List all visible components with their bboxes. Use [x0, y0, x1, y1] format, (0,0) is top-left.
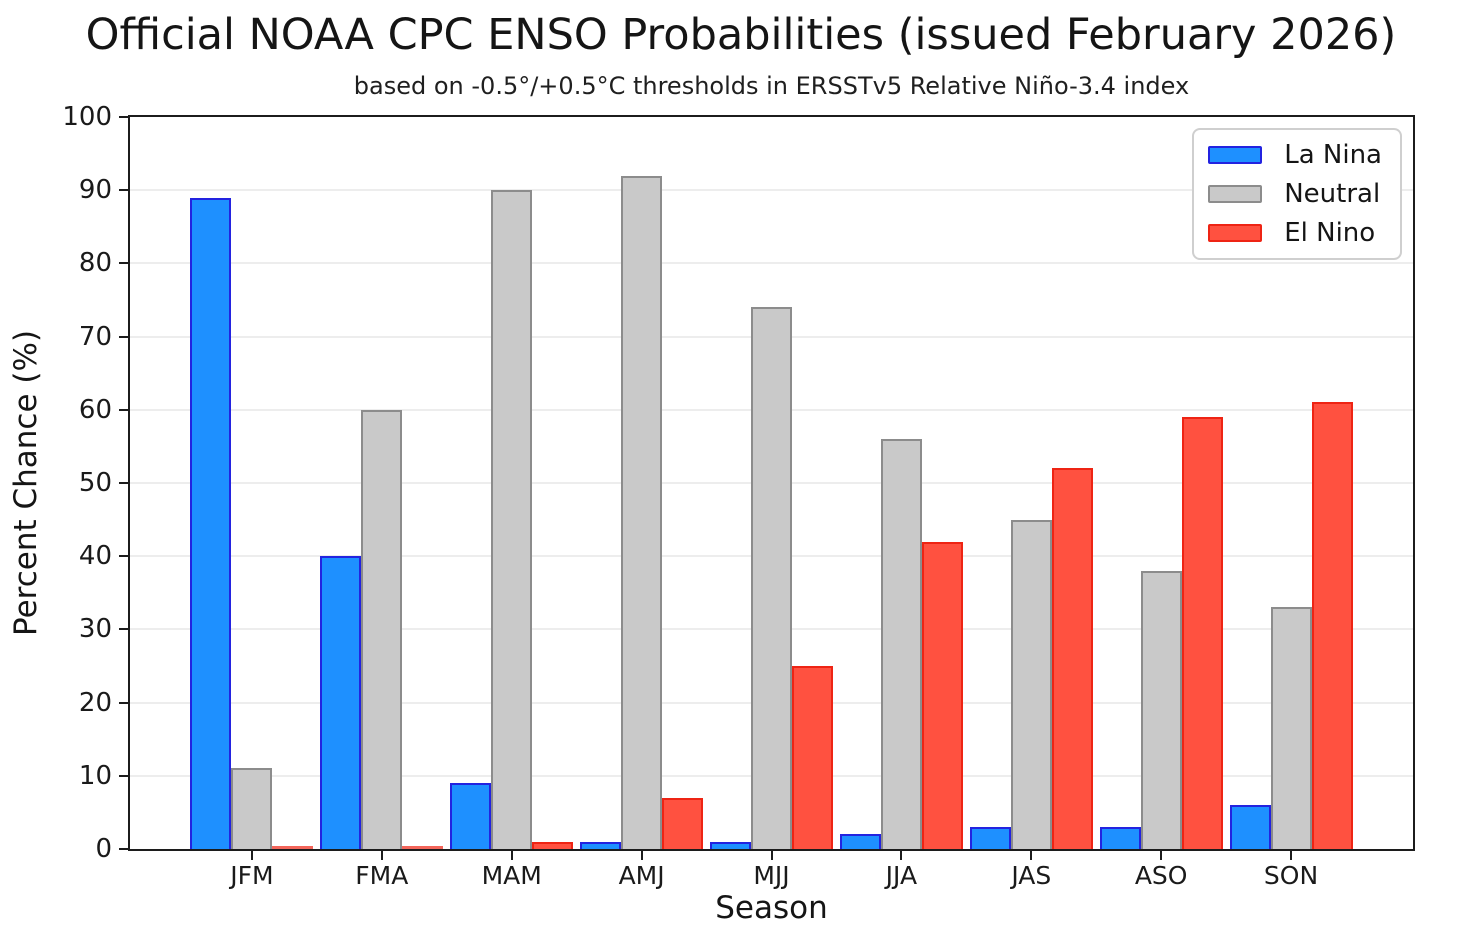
bar-el-nino-SON: [1311, 402, 1353, 849]
legend: La Nina Neutral El Nino: [1192, 128, 1402, 260]
bar-neutral-SON: [1270, 607, 1312, 849]
bar-la-nina-JFM: [190, 197, 232, 849]
y-tick-mark-100: [119, 116, 128, 118]
y-tick-mark-50: [119, 482, 128, 484]
bar-la-nina-MJJ: [710, 841, 751, 849]
bar-neutral-FMA: [361, 409, 403, 849]
bar-el-nino-JJA: [921, 541, 963, 849]
x-tick-mark-MAM: [510, 851, 513, 860]
bar-la-nina-JJA: [839, 834, 881, 849]
legend-item-el-nino: El Nino: [1208, 218, 1382, 248]
y-tick-label-30: 30: [78, 614, 112, 645]
y-tick-label-40: 40: [78, 541, 112, 572]
bar-el-nino-AMJ: [662, 797, 704, 849]
legend-swatch-neutral: [1208, 185, 1263, 203]
bar-el-nino-MAM: [532, 841, 574, 849]
x-tick-mark-JJA: [900, 851, 903, 860]
x-tick-label-AMJ: AMJ: [618, 861, 665, 890]
y-tick-label-0: 0: [95, 834, 112, 864]
x-tick-mark-JFM: [250, 851, 253, 860]
y-tick-label-80: 80: [78, 248, 112, 279]
bar-el-nino-JFM-zero: [272, 846, 314, 849]
x-tick-mark-MJJ: [770, 851, 773, 860]
bar-neutral-MJJ: [751, 307, 792, 849]
y-tick-mark-90: [119, 189, 128, 192]
y-tick-label-100: 100: [62, 102, 112, 132]
bar-neutral-JAS: [1010, 519, 1052, 849]
bar-el-nino-FMA-zero: [402, 846, 444, 849]
bar-el-nino-JAS: [1051, 468, 1093, 849]
y-tick-label-70: 70: [78, 321, 112, 352]
y-tick-label-60: 60: [78, 394, 112, 425]
x-tick-label-SON: SON: [1263, 861, 1319, 890]
x-tick-label-JJA: JJA: [885, 861, 918, 890]
y-tick-mark-40: [119, 555, 128, 558]
y-tick-label-90: 90: [78, 175, 112, 206]
y-tick-label-10: 10: [78, 760, 112, 791]
y-tick-mark-10: [119, 774, 128, 777]
y-tick-label-50: 50: [78, 468, 112, 498]
legend-item-la-nina: La Nina: [1208, 140, 1382, 170]
bar-la-nina-MAM: [450, 783, 492, 849]
bar-neutral-JFM: [231, 768, 273, 849]
bar-neutral-ASO: [1140, 570, 1182, 849]
x-tick-mark-AMJ: [640, 851, 643, 860]
legend-item-neutral: Neutral: [1208, 179, 1382, 209]
x-tick-mark-ASO: [1160, 851, 1163, 860]
y-tick-mark-20: [119, 701, 128, 704]
y-tick-mark-80: [119, 262, 128, 265]
x-tick-label-ASO: ASO: [1134, 861, 1188, 890]
bar-la-nina-SON: [1229, 805, 1271, 849]
x-tick-label-MJJ: MJJ: [753, 861, 790, 890]
bar-neutral-AMJ: [621, 175, 663, 849]
legend-swatch-la-nina: [1208, 146, 1263, 164]
gridline-80: [130, 262, 1413, 265]
y-tick-mark-0: [119, 848, 128, 850]
y-tick-mark-30: [119, 628, 128, 631]
bar-la-nina-JAS: [969, 827, 1011, 849]
legend-label-la-nina: La Nina: [1284, 140, 1382, 170]
x-tick-label-JFM: JFM: [230, 861, 274, 890]
x-tick-mark-JAS: [1030, 851, 1033, 860]
gridline-90: [130, 189, 1413, 192]
x-tick-mark-FMA: [380, 851, 383, 860]
chart-title: Official NOAA CPC ENSO Probabilities (is…: [85, 10, 1397, 60]
x-tick-label-JAS: JAS: [1011, 861, 1052, 890]
bar-el-nino-MJJ: [792, 666, 833, 849]
bar-la-nina-FMA: [320, 556, 362, 849]
x-tick-label-FMA: FMA: [355, 861, 409, 890]
chart-subtitle: based on -0.5°/+0.5°C thresholds in ERSS…: [353, 72, 1190, 100]
x-axis-label: Season: [715, 890, 828, 926]
bar-la-nina-ASO: [1099, 827, 1141, 849]
plot-area: La Nina Neutral El Nino: [128, 115, 1415, 851]
bar-la-nina-AMJ: [580, 841, 622, 849]
y-tick-mark-60: [119, 408, 128, 411]
y-tick-label-20: 20: [78, 687, 112, 718]
y-tick-mark-70: [119, 335, 128, 338]
legend-swatch-el-nino: [1208, 224, 1263, 242]
legend-label-neutral: Neutral: [1284, 179, 1381, 209]
legend-label-el-nino: El Nino: [1284, 218, 1376, 248]
x-tick-label-MAM: MAM: [481, 861, 542, 890]
bar-el-nino-ASO: [1181, 417, 1223, 849]
x-tick-mark-SON: [1290, 851, 1293, 860]
bar-neutral-MAM: [491, 190, 533, 849]
bar-neutral-JJA: [880, 439, 922, 849]
